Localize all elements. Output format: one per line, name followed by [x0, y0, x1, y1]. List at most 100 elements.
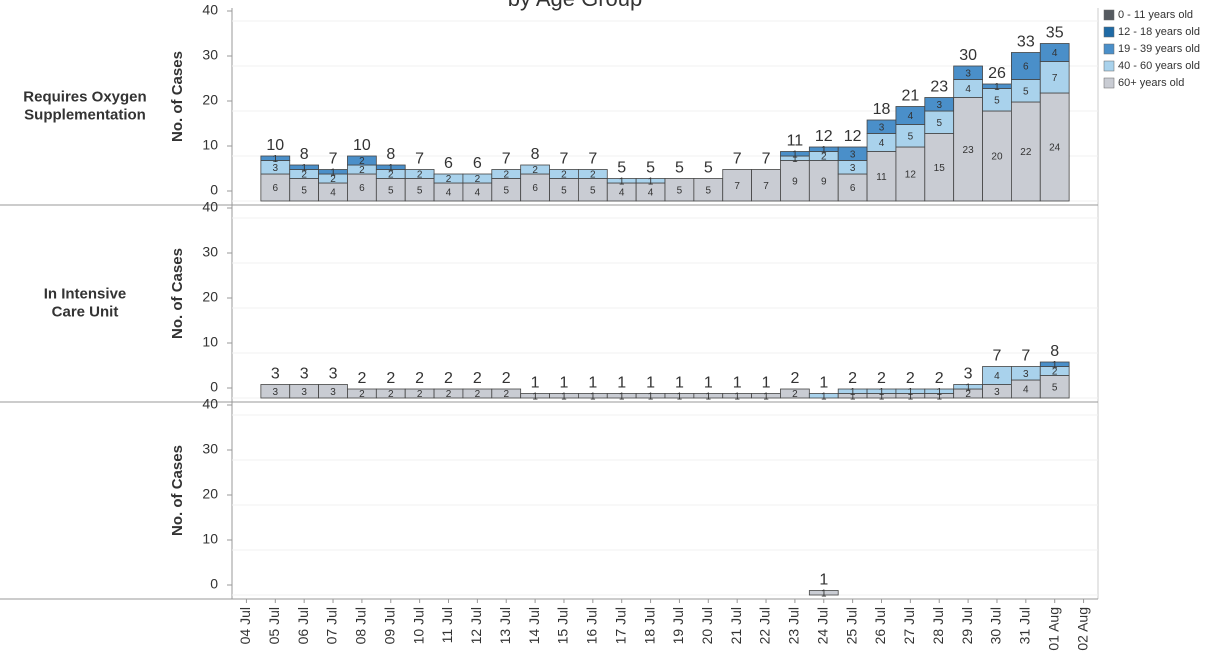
y-axis-title: No. of Cases	[169, 248, 186, 339]
x-tick-label: 30 Jul	[988, 607, 1004, 644]
y-tick-label: 0	[210, 379, 218, 395]
x-tick-label: 07 Jul	[324, 607, 340, 644]
segment-label: 1	[273, 154, 279, 165]
total-label: 5	[675, 160, 684, 177]
x-tick-label: 16 Jul	[584, 607, 600, 644]
total-label: 1	[762, 375, 771, 392]
total-label: 5	[646, 160, 655, 177]
chart-title: by Age Group	[508, 0, 643, 11]
x-tick-label: 11 Jul	[439, 607, 455, 643]
total-label: 8	[1050, 343, 1059, 360]
segment-label: 1	[994, 82, 1000, 93]
segment-label: 5	[503, 185, 509, 196]
segment-label: 4	[648, 188, 654, 199]
x-tick-label: 21 Jul	[728, 607, 744, 644]
segment-label: 1	[965, 382, 971, 393]
y-tick-label: 40	[202, 199, 218, 215]
segment-label: 3	[273, 387, 279, 398]
total-label: 7	[762, 151, 771, 168]
segment-label: 3	[1023, 369, 1029, 380]
y-tick-label: 10	[202, 137, 218, 153]
segment-label: 2	[792, 389, 798, 400]
total-label: 3	[964, 366, 973, 383]
segment-label: 4	[330, 188, 336, 199]
x-tick-label: 22 Jul	[757, 607, 773, 644]
legend-label: 40 - 60 years old	[1118, 60, 1200, 72]
segment-label: 1	[388, 163, 394, 174]
segment-label: 7	[763, 181, 769, 192]
total-label: 2	[906, 370, 915, 387]
x-tick-label: 13 Jul	[497, 607, 513, 644]
segment-label: 5	[561, 185, 567, 196]
total-label: 7	[502, 151, 511, 168]
segment-label: 2	[503, 170, 509, 181]
total-label: 1	[733, 375, 742, 392]
row-label: In Intensive Care Unit	[44, 285, 127, 320]
segment-label: 6	[273, 183, 279, 194]
total-label: 3	[271, 366, 280, 383]
total-label: 2	[848, 370, 857, 387]
bar-segment	[808, 160, 839, 202]
total-label: 10	[266, 137, 284, 154]
total-label: 7	[415, 151, 424, 168]
y-tick-label: 30	[202, 47, 218, 63]
legend-label: 60+ years old	[1118, 77, 1184, 89]
segment-label: 12	[905, 170, 917, 181]
segment-label: 4	[908, 111, 914, 122]
segment-label: 5	[994, 95, 1000, 106]
segment-label: 11	[876, 172, 887, 183]
total-label: 21	[901, 88, 919, 105]
bar-segment	[1039, 361, 1070, 367]
segment-label: 5	[417, 185, 423, 196]
total-label: 1	[646, 375, 655, 392]
x-tick-label: 20 Jul	[699, 607, 715, 644]
segment-label: 20	[991, 152, 1003, 163]
x-tick-label: 23 Jul	[786, 607, 802, 644]
segment-label: 2	[821, 152, 827, 163]
segment-label: 1	[908, 387, 914, 398]
segment-label: 1	[879, 387, 885, 398]
total-label: 1	[588, 375, 597, 392]
segment-label: 5	[1052, 382, 1058, 393]
x-tick-label: 05 Jul	[266, 607, 282, 644]
y-tick-label: 30	[202, 244, 218, 260]
segment-label: 5	[936, 118, 942, 129]
segment-label: 3	[965, 68, 971, 79]
segment-label: 4	[965, 84, 971, 95]
total-label: 1	[819, 572, 828, 589]
bar-segment	[1039, 43, 1070, 62]
segment-label: 1	[1052, 360, 1058, 371]
segment-label: 2	[301, 170, 307, 181]
legend-swatch	[1103, 60, 1115, 72]
total-label: 7	[993, 348, 1002, 365]
total-label: 6	[473, 155, 482, 172]
segment-label: 4	[879, 138, 885, 149]
total-label: 10	[353, 137, 371, 154]
segment-label: 5	[706, 185, 712, 196]
total-label: 2	[790, 370, 799, 387]
segment-label: 1	[532, 391, 538, 402]
segment-label: 6	[532, 183, 538, 194]
bar-segment	[924, 133, 955, 202]
segment-label: 2	[532, 165, 538, 176]
segment-label: 1	[677, 391, 683, 402]
bar-segment	[289, 164, 320, 170]
total-label: 7	[588, 151, 597, 168]
segment-label: 1	[561, 391, 567, 402]
x-tick-label: 15 Jul	[555, 607, 571, 644]
segment-label: 1	[821, 588, 827, 599]
bar-segment	[375, 164, 406, 170]
segment-label: 3	[994, 387, 1000, 398]
total-label: 8	[300, 146, 309, 163]
x-tick-label: 25 Jul	[843, 607, 859, 644]
x-tick-label: 09 Jul	[381, 607, 397, 644]
y-tick-label: 10	[202, 531, 218, 547]
bar-segment	[953, 65, 983, 80]
segment-label: 5	[1023, 86, 1029, 97]
x-tick-label: 29 Jul	[959, 607, 975, 644]
total-label: 30	[959, 47, 977, 64]
segment-label: 2	[359, 389, 365, 400]
segment-label: 1	[619, 176, 625, 187]
segment-label: 1	[706, 391, 712, 402]
total-label: 2	[415, 370, 424, 387]
